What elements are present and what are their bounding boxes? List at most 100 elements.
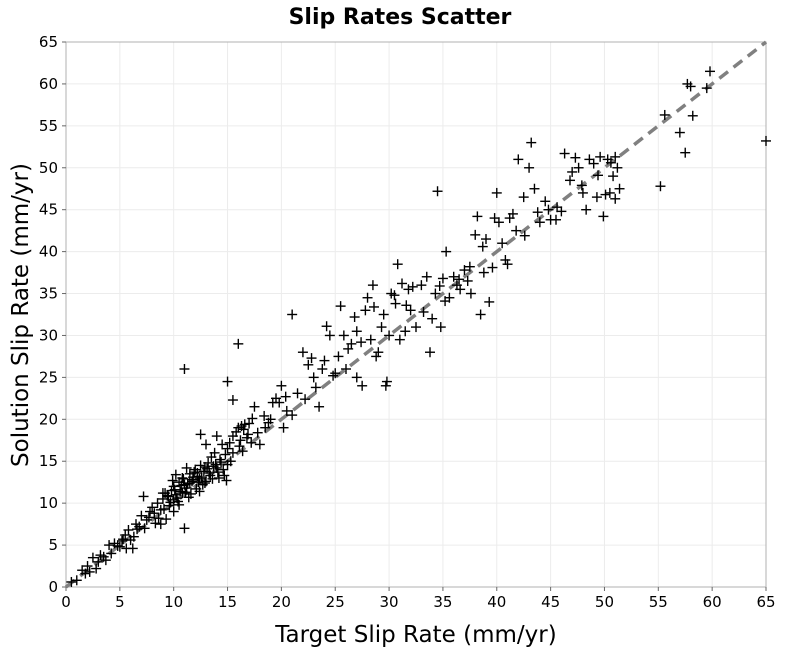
scatter-point: [106, 548, 117, 559]
scatter-point: [437, 273, 448, 284]
y-tick-label: 45: [39, 201, 58, 219]
scatter-point: [249, 401, 260, 412]
scatter-point: [204, 467, 215, 478]
scatter-point: [149, 508, 160, 519]
x-tick-label: 35: [433, 593, 452, 611]
scatter-point: [389, 290, 400, 301]
scatter-point: [330, 368, 341, 379]
scatter-point: [145, 506, 155, 517]
scatter-point: [169, 484, 180, 495]
scatter-point: [392, 259, 403, 270]
scatter-point: [397, 278, 407, 289]
scatter-point: [117, 535, 127, 546]
scatter-point: [491, 187, 502, 198]
y-tick-label: 55: [39, 117, 58, 135]
y-tick-label: 20: [39, 410, 58, 428]
x-tick-label: 15: [218, 593, 237, 611]
scatter-point: [138, 491, 149, 502]
scatter-point: [208, 461, 219, 472]
scatter-point: [465, 288, 476, 299]
scatter-point: [300, 394, 311, 405]
scatter-point: [376, 322, 387, 333]
scatter-point: [367, 280, 378, 291]
scatter-point: [481, 234, 491, 245]
scatter-point: [163, 491, 174, 502]
scatter-point: [280, 391, 291, 402]
scatter-point: [341, 364, 351, 374]
scatter-point: [351, 372, 362, 383]
scatter-point: [507, 208, 518, 219]
scatter-point: [576, 180, 587, 191]
scatter-point: [489, 213, 500, 224]
scatter-point: [183, 492, 194, 503]
scatter-point: [519, 230, 530, 241]
scatter-point: [761, 135, 771, 146]
scatter-point: [202, 463, 213, 474]
scatter-point: [701, 83, 712, 94]
scatter-point: [565, 175, 575, 186]
scatter-point: [407, 281, 418, 292]
scatter-point: [91, 563, 102, 574]
scatter-point: [212, 467, 223, 478]
scatter-point: [66, 576, 77, 587]
scatter-point: [472, 211, 483, 222]
scatter-point: [199, 478, 210, 489]
scatter-point: [222, 376, 233, 387]
scatter-point: [182, 478, 193, 489]
scatter-point: [430, 288, 441, 299]
scatter-point: [194, 486, 205, 497]
scatter-point: [220, 449, 231, 460]
scatter-point: [595, 151, 606, 162]
scatter-point: [532, 207, 543, 218]
scatter-point: [477, 241, 488, 252]
scatter-point: [513, 154, 524, 165]
y-tick-label: 5: [48, 536, 58, 554]
scatter-point: [605, 157, 616, 168]
scatter-point: [199, 462, 210, 473]
scatter-point: [432, 186, 443, 197]
scatter-point: [209, 447, 220, 458]
scatter-point: [177, 473, 188, 483]
scatter-point: [195, 460, 206, 471]
scatter-point: [588, 158, 599, 169]
scatter-point: [421, 271, 432, 282]
scatter-point: [338, 330, 349, 341]
scatter-point: [281, 405, 292, 416]
scatter-point: [418, 306, 429, 317]
x-tick-label: 5: [115, 593, 125, 611]
scatter-point: [434, 280, 445, 291]
scatter-point: [260, 422, 271, 433]
scatter-point: [276, 380, 287, 391]
scatter-point: [534, 217, 545, 228]
scatter-point: [687, 110, 698, 121]
scatter-point: [655, 181, 666, 192]
scatter-point: [150, 518, 161, 529]
scatter-point: [454, 274, 465, 285]
scatter-point: [178, 473, 189, 484]
scatter-point: [425, 347, 435, 358]
scatter-point: [210, 459, 221, 470]
scatter-point: [213, 473, 224, 483]
scatter-point: [362, 292, 373, 303]
scatter-point: [685, 81, 696, 92]
scatter-point: [306, 353, 317, 364]
scatter-point: [222, 443, 233, 454]
scatter-point: [573, 162, 584, 173]
scatter-point: [324, 330, 335, 341]
scatter-point: [394, 334, 405, 345]
x-tick-label: 40: [487, 593, 506, 611]
scatter-point: [365, 334, 376, 345]
scatter-point: [502, 259, 513, 270]
x-tick-label: 65: [756, 593, 775, 611]
scatter-point: [254, 439, 265, 450]
scatter-point: [593, 170, 603, 181]
scatter-point: [598, 211, 609, 222]
y-tick-label: 30: [39, 326, 58, 344]
scatter-point: [416, 280, 427, 291]
x-tick-label: 10: [164, 593, 183, 611]
scatter-point: [71, 575, 82, 586]
scatter-point: [317, 364, 328, 374]
scatter-point: [237, 446, 248, 457]
